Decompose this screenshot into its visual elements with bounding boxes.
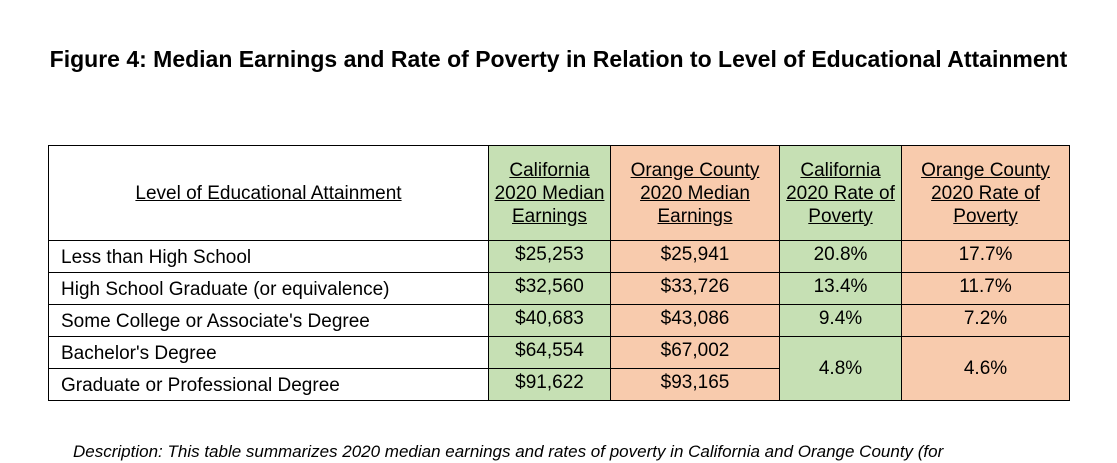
oc-poverty-merged-cell: 4.6% (901, 336, 1070, 401)
header-oc-earnings: Orange County 2020 Median Earnings (610, 145, 780, 241)
table-row: High School Graduate (or equivalence) $3… (48, 272, 1070, 305)
table-row: Bachelor's Degree $64,554 $67,002 4.8% 4… (48, 336, 1070, 401)
table-row: Graduate or Professional Degree $91,622 … (48, 368, 1070, 401)
ca-earnings-cell: $32,560 (488, 272, 611, 305)
header-ca-earnings: California 2020 Median Earnings (488, 145, 611, 241)
oc-poverty-cell: 7.2% (901, 304, 1070, 337)
ca-poverty-cell: 9.4% (779, 304, 902, 337)
ca-earnings-cell: $64,554 (488, 336, 611, 369)
table-header-row: Level of Educational Attainment Californ… (48, 145, 1070, 241)
oc-earnings-cell: $67,002 (610, 336, 780, 369)
header-level: Level of Educational Attainment (48, 145, 489, 241)
earnings-poverty-table: Level of Educational Attainment Californ… (48, 145, 1070, 401)
oc-poverty-cell: 17.7% (901, 240, 1070, 273)
header-ca-poverty: California 2020 Rate of Poverty (779, 145, 902, 241)
figure-title: Figure 4: Median Earnings and Rate of Po… (49, 46, 1068, 72)
ca-poverty-cell: 20.8% (779, 240, 902, 273)
oc-earnings-cell: $25,941 (610, 240, 780, 273)
ca-earnings-cell: $91,622 (488, 368, 611, 401)
level-cell: Bachelor's Degree (48, 336, 489, 369)
oc-earnings-cell: $33,726 (610, 272, 780, 305)
ca-poverty-merged-cell: 4.8% (779, 336, 902, 401)
header-oc-poverty: Orange County 2020 Rate of Poverty (901, 145, 1070, 241)
oc-earnings-cell: $43,086 (610, 304, 780, 337)
level-cell: Graduate or Professional Degree (48, 368, 489, 401)
level-cell: Less than High School (48, 240, 489, 273)
oc-earnings-cell: $93,165 (610, 368, 780, 401)
table-row: Some College or Associate's Degree $40,6… (48, 304, 1070, 337)
ca-earnings-cell: $40,683 (488, 304, 611, 337)
ca-poverty-cell: 13.4% (779, 272, 902, 305)
level-cell: High School Graduate (or equivalence) (48, 272, 489, 305)
ca-earnings-cell: $25,253 (488, 240, 611, 273)
table-row: Less than High School $25,253 $25,941 20… (48, 240, 1070, 273)
level-cell: Some College or Associate's Degree (48, 304, 489, 337)
oc-poverty-cell: 11.7% (901, 272, 1070, 305)
table-description: Description: This table summarizes 2020 … (73, 442, 944, 461)
